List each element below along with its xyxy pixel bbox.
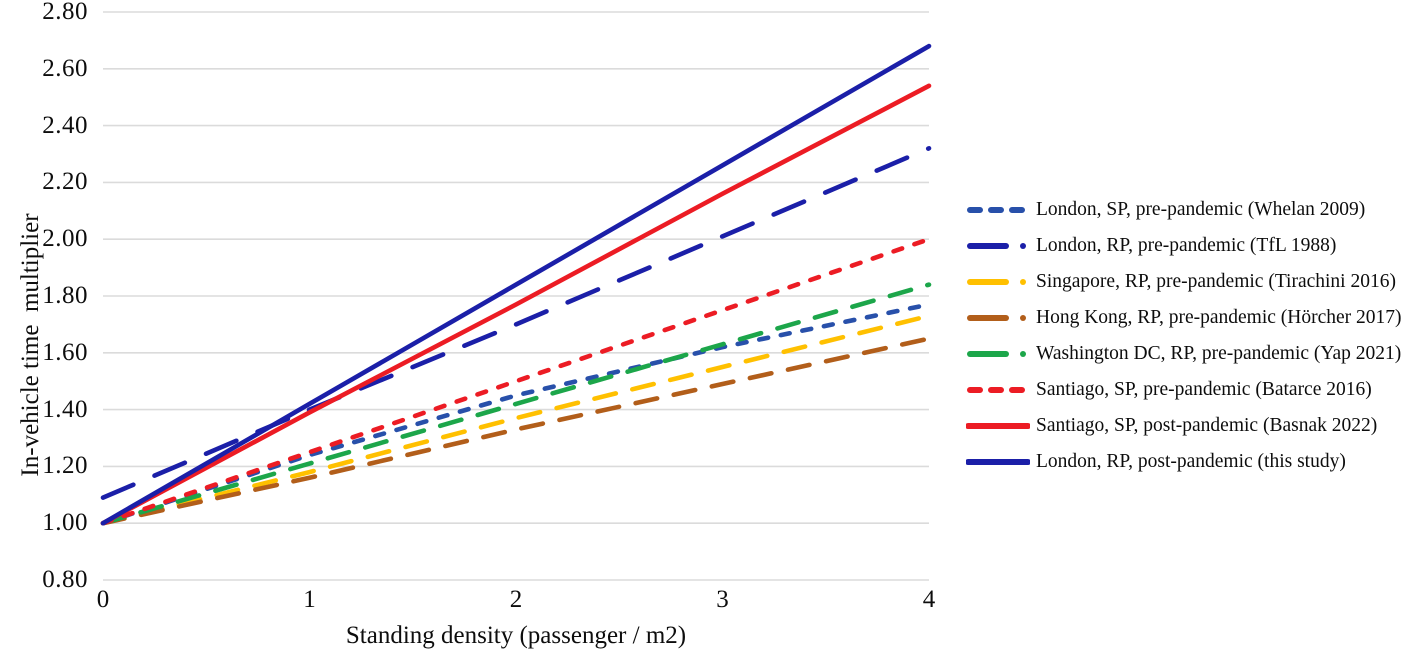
legend-label: London, RP, pre-pandemic (TfL 1988) [1036,235,1337,256]
y-tick-label: 0.80 [42,566,88,593]
legend-entry: Washington DC, RP, pre-pandemic (Yap 202… [966,336,1402,372]
legend-label: London, RP, post-pandemic (this study) [1036,451,1346,472]
series-line [100,43,932,526]
y-tick-label: 2.40 [42,111,88,139]
legend-line-sample [967,387,1029,393]
y-tick-label: 2.20 [42,168,88,196]
legend-dot [1020,243,1026,249]
x-tick-label: 3 [716,586,729,613]
legend-entry: London, RP, post-pandemic (this study) [966,444,1402,480]
legend-entry: Singapore, RP, pre-pandemic (Tirachini 2… [966,264,1402,300]
y-tick-label: 1.40 [42,395,88,423]
legend-line-sample [966,423,1030,429]
legend-label: Washington DC, RP, pre-pandemic (Yap 202… [1036,343,1402,364]
series-line [100,336,932,526]
series-line [100,83,932,526]
legend-dot [1020,351,1026,357]
series-line [100,236,932,526]
legend-label: Santiago, SP, pre-pandemic (Batarce 2016… [1036,379,1372,400]
legend-entry: Santiago, SP, pre-pandemic (Batarce 2016… [966,372,1402,408]
x-axis-title: Standing density (passenger / m2) [345,622,687,649]
legend-line-sample [967,207,1029,213]
legend-line-sample [967,243,1026,249]
legend-line-sample [966,459,1030,465]
legend-label: Hong Kong, RP, pre-pandemic (Hörcher 201… [1036,307,1402,328]
x-tick-label: 2 [509,586,523,613]
series-line [100,146,932,500]
y-tick-label: 1.80 [42,282,88,309]
series-line [100,302,932,526]
y-tick-label: 2.80 [42,0,88,25]
legend-entry: London, SP, pre-pandemic (Whelan 2009) [966,192,1402,228]
legend-line-sample [967,351,1026,357]
y-tick-label: 1.60 [42,338,88,366]
series-line [100,313,932,526]
legend-entry: Santiago, SP, post-pandemic (Basnak 2022… [966,408,1402,444]
legend-label: Santiago, SP, post-pandemic (Basnak 2022… [1036,415,1378,436]
legend-line-sample [967,279,1026,285]
x-tick-label: 4 [922,586,936,613]
legend-label: Singapore, RP, pre-pandemic (Tirachini 2… [1036,271,1396,292]
legend: London, SP, pre-pandemic (Whelan 2009) Lo… [966,192,1402,480]
x-tick-label: 1 [303,586,316,613]
y-tick-label: 1.20 [42,452,88,480]
x-tick-label: 0 [96,586,110,613]
legend-dot [1020,279,1026,285]
legend-label: London, SP, pre-pandemic (Whelan 2009) [1036,199,1366,220]
legend-dot [1020,315,1026,321]
legend-entry: Hong Kong, RP, pre-pandemic (Hörcher 201… [966,300,1402,336]
legend-line-sample [967,315,1026,321]
y-tick-label: 1.00 [42,509,88,537]
legend-entry: London, RP, pre-pandemic (TfL 1988) [966,228,1402,264]
y-tick-label: 2.60 [42,54,88,82]
y-tick-label: 2.00 [42,225,88,253]
series-line [100,282,932,526]
